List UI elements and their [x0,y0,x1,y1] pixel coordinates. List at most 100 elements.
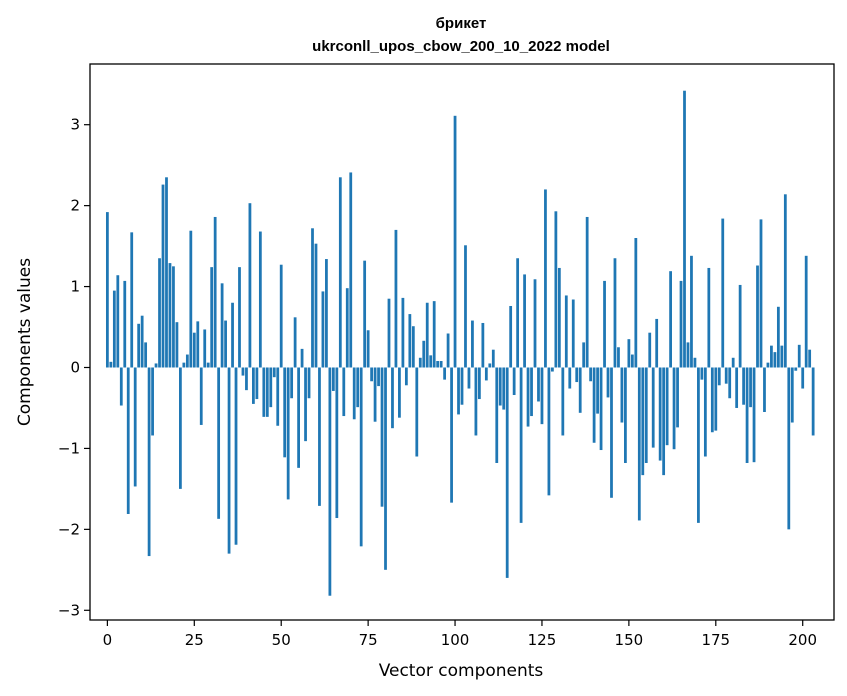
bar-42 [252,367,255,404]
bar-137 [582,342,586,368]
bar-167 [686,342,690,368]
bar-200 [801,367,805,389]
bar-97 [443,367,447,380]
bar-21 [179,367,182,489]
bar-95 [436,361,440,368]
bar-6 [126,367,130,514]
bar-180 [731,357,735,368]
bar-39 [241,367,245,376]
bar-77 [373,367,377,422]
bar-62 [321,291,325,368]
bar-175 [714,367,718,431]
bar-92 [425,302,429,368]
bar-114 [502,367,506,410]
x-tick-label-150: 150 [615,631,644,649]
bar-169 [693,357,697,368]
bar-0 [105,212,109,368]
y-tick-label--2: −2 [58,520,80,538]
bar-170 [697,367,700,523]
bar-78 [377,367,380,387]
bar-84 [398,367,401,418]
chart-title: брикет [436,15,487,32]
bar-112 [495,367,499,463]
bar-73 [359,367,363,547]
bar-138 [585,216,589,368]
bar-103 [464,245,467,368]
x-tick-label-175: 175 [701,631,730,649]
bar-36 [231,302,234,368]
bar-71 [352,367,356,420]
bar-197 [790,367,794,423]
bar-104 [467,367,471,389]
bar-195 [783,194,787,368]
bar-192 [773,352,777,368]
bar-119 [519,367,523,523]
bar-198 [794,367,798,371]
bars-group [105,90,815,596]
bar-163 [672,367,676,450]
bar-85 [401,297,405,368]
x-tick-label-125: 125 [528,631,557,649]
bar-64 [328,367,332,596]
bar-50 [279,264,283,368]
bar-10 [140,315,144,368]
bar-199 [797,344,801,368]
bar-54 [293,317,297,368]
bar-74 [363,260,367,368]
bar-194 [780,345,784,368]
bar-31 [213,216,217,368]
bar-60 [314,243,318,368]
bar-30 [210,267,214,368]
bar-55 [297,367,300,468]
bar-121 [526,367,530,427]
bar-153 [637,367,641,521]
bar-46 [265,367,269,417]
bar-141 [596,367,599,414]
bar-88 [411,326,415,368]
bar-32 [217,367,221,519]
bar-43 [255,367,259,400]
bar-145 [610,367,613,498]
bar-188 [759,219,763,368]
bar-201 [804,255,808,368]
bar-63 [325,259,328,368]
bar-91 [422,340,426,368]
bar-82 [391,367,394,429]
bar-90 [418,357,422,368]
bar-147 [617,347,620,368]
bar-115 [505,367,509,578]
bar-187 [756,265,759,368]
bar-44 [258,231,262,368]
bar-106 [474,367,478,436]
y-tick-label-1: 1 [70,278,80,296]
bar-184 [745,367,749,463]
bar-86 [404,367,408,386]
bar-110 [488,363,492,368]
bar-143 [603,280,606,368]
bar-99 [450,367,453,503]
bar-202 [808,349,812,368]
bar-140 [592,367,596,443]
bar-196 [787,367,791,530]
bar-12 [147,367,151,557]
bar-190 [766,362,770,368]
bar-13 [151,367,154,436]
bar-120 [523,274,526,368]
bar-108 [481,322,485,368]
y-tick-label--1: −1 [58,439,80,457]
bar-48 [272,367,276,378]
bar-80 [384,367,387,570]
bar-9 [137,323,141,368]
bar-102 [460,367,464,405]
x-tick-label-100: 100 [441,631,470,649]
bar-129 [554,211,558,368]
bar-133 [568,367,572,389]
bar-130 [557,267,561,368]
chart-subtitle: ukrconll_upos_cbow_200_10_2022 model [312,38,610,55]
bar-149 [624,367,627,463]
bar-161 [665,367,669,446]
bar-65 [331,367,335,391]
bar-155 [644,367,648,463]
bar-72 [356,367,360,408]
bar-168 [690,255,693,368]
